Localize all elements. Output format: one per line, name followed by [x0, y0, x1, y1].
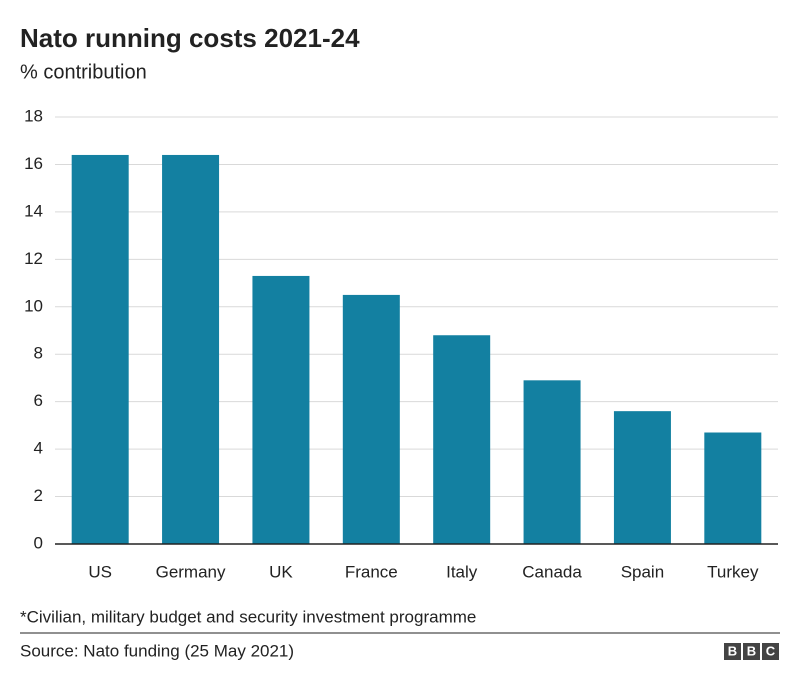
bar — [523, 380, 581, 544]
y-tick-label: 4 — [34, 439, 43, 458]
logo-box — [743, 643, 760, 660]
y-tick-label: 16 — [24, 154, 43, 173]
y-tick-label: 0 — [34, 533, 43, 552]
footnote: *Civilian, military budget and security … — [20, 607, 476, 626]
y-tick-label: 12 — [24, 249, 43, 268]
y-tick-label: 2 — [34, 486, 43, 505]
logo-letter: C — [766, 643, 776, 658]
y-tick-label: 8 — [34, 344, 43, 363]
bar — [162, 154, 220, 544]
y-tick-label: 6 — [34, 391, 43, 410]
x-tick-label: France — [345, 562, 398, 581]
x-tick-label: Canada — [522, 562, 582, 581]
y-tick-label: 18 — [24, 106, 43, 125]
bar — [342, 294, 400, 544]
x-tick-label: Turkey — [707, 562, 759, 581]
source: Source: Nato funding (25 May 2021) — [20, 641, 294, 660]
x-tick-label: US — [88, 562, 112, 581]
x-tick-label: UK — [269, 562, 293, 581]
x-tick-label: Germany — [156, 562, 226, 581]
bar — [71, 154, 129, 544]
bar — [252, 275, 310, 544]
x-tick-label: Italy — [446, 562, 478, 581]
y-tick-label: 14 — [24, 201, 43, 220]
logo-box — [762, 643, 779, 660]
bar — [433, 335, 491, 544]
logo-box — [724, 643, 741, 660]
bar — [613, 411, 671, 544]
x-tick-label: Spain — [621, 562, 664, 581]
chart-title: Nato running costs 2021-24 — [20, 23, 360, 53]
y-tick-label: 10 — [24, 296, 43, 315]
logo-letter: B — [747, 643, 756, 658]
chart-subtitle: % contribution — [20, 61, 147, 83]
bar — [704, 432, 762, 544]
logo-letter: B — [728, 643, 737, 658]
